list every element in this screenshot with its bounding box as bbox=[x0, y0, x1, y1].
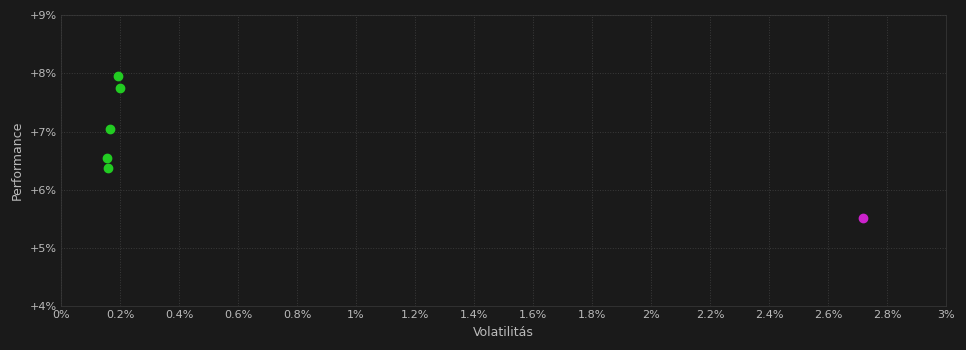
Point bbox=[101, 126, 117, 131]
Point bbox=[111, 74, 127, 79]
X-axis label: Volatilitás: Volatilitás bbox=[473, 326, 534, 339]
Point bbox=[100, 165, 116, 170]
Point bbox=[856, 215, 871, 220]
Point bbox=[99, 155, 114, 161]
Y-axis label: Performance: Performance bbox=[12, 121, 24, 200]
Point bbox=[112, 85, 128, 91]
